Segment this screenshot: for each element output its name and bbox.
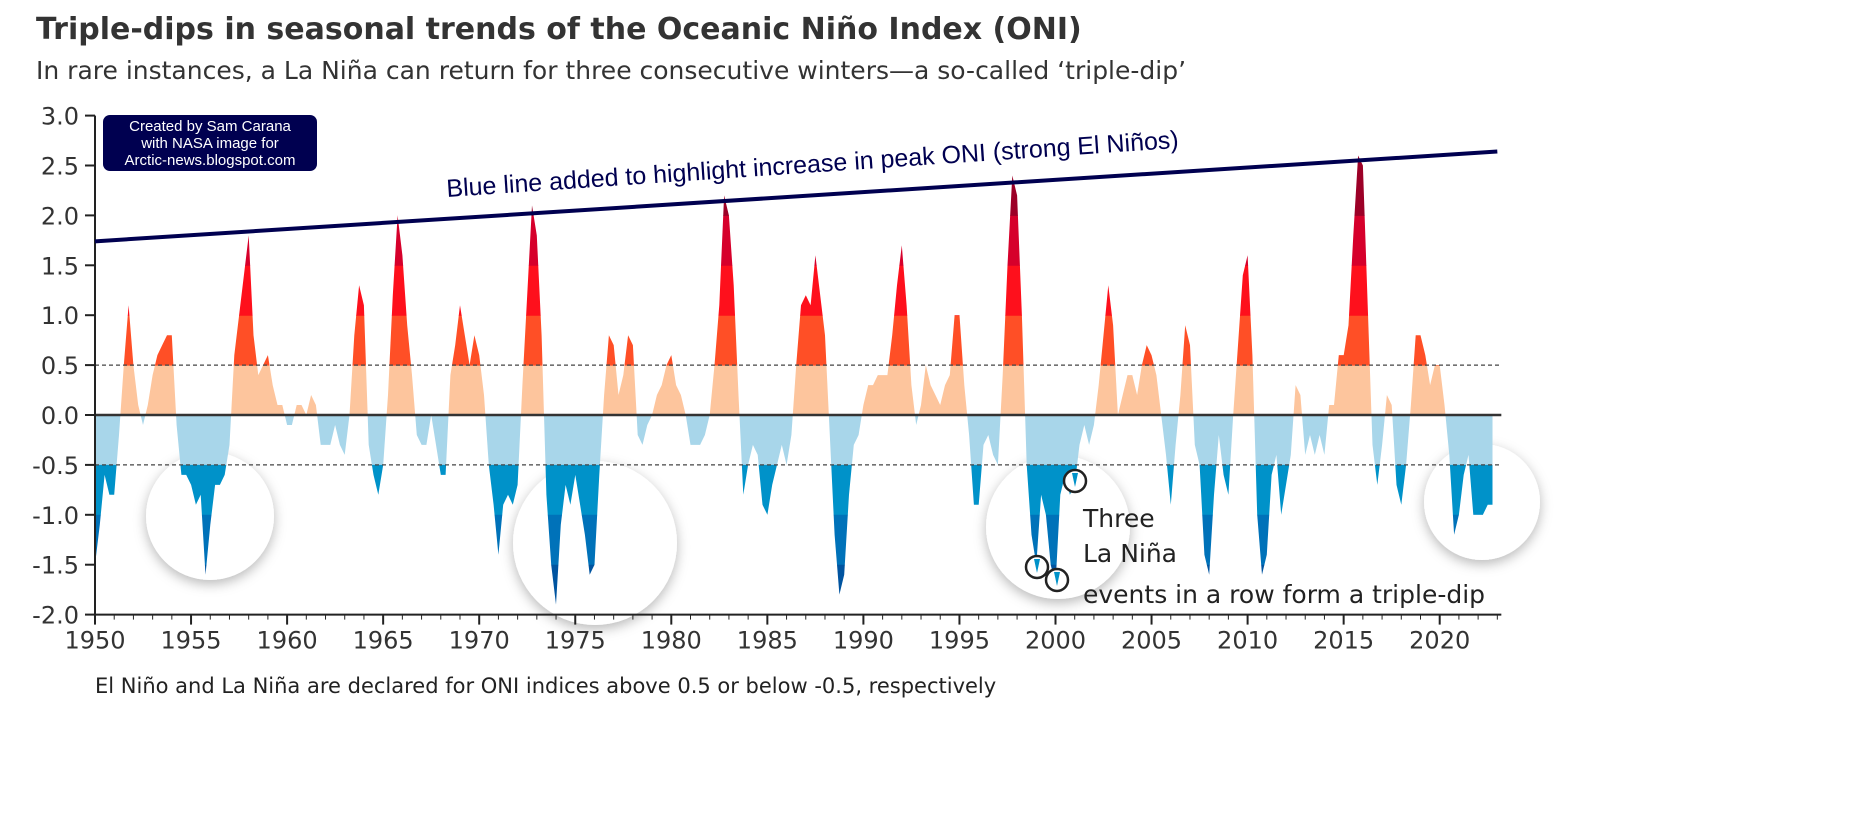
triple-dip-spike (1034, 559, 1040, 573)
watermark-line-3: Arctic-news.blogspot.com (125, 152, 296, 169)
x-tick-label: 2015 (1313, 627, 1374, 655)
x-tick-label: 2010 (1217, 627, 1278, 655)
y-tick-label: 3.0 (41, 103, 79, 131)
oni-cool-band-1 (95, 464, 1493, 516)
trend-line (94, 149, 1498, 244)
x-tick-label: 1965 (353, 627, 414, 655)
oni-area (95, 155, 1493, 605)
y-tick-label: 1.0 (41, 302, 79, 330)
y-tick-label: 0.5 (41, 352, 79, 380)
y-tick-label: 2.5 (41, 153, 79, 181)
y-tick-label: -1.5 (32, 552, 79, 580)
y-tick-label: -0.5 (32, 452, 79, 480)
watermark-box (103, 115, 317, 171)
chart-subtitle: In rare instances, a La Niña can return … (36, 56, 1187, 85)
x-tick-label: 1970 (449, 627, 510, 655)
triple-dip-spike (1072, 473, 1078, 487)
oni-warm-band-0 (95, 365, 1493, 416)
oni-warm-band-4 (397, 155, 1365, 216)
watermark-line-1: Created by Sam Carana (129, 118, 291, 135)
reference-lines (95, 364, 1502, 466)
trend-line-label: Blue line added to highlight increase in… (446, 126, 1180, 203)
oni-cool-band-0 (95, 415, 1493, 466)
x-tick-label: 1960 (257, 627, 318, 655)
annotation-line-3: events in a row form a triple-dip (1083, 580, 1485, 609)
annotation-line-2: La Niña (1083, 539, 1177, 568)
triple-dip-spike (1054, 572, 1060, 586)
x-tick-label: 1985 (737, 627, 798, 655)
x-tick-label: 1955 (161, 627, 222, 655)
footnote: El Niño and La Niña are declared for ONI… (95, 674, 997, 698)
oni-warm-band-1 (123, 315, 1440, 366)
x-tick-label: 2005 (1121, 627, 1182, 655)
oni-cool-band-2 (95, 514, 1483, 566)
annotation-line-1: Three (1082, 504, 1155, 533)
chart-title: Triple-dips in seasonal trends of the Oc… (36, 12, 1082, 47)
y-tick-label: -1.0 (32, 502, 79, 530)
x-tick-label: 1995 (929, 627, 990, 655)
x-tick-label: 1950 (64, 627, 125, 655)
oni-cool-band-3 (204, 564, 1265, 605)
x-tick-label: 1980 (641, 627, 702, 655)
y-tick-label: -2.0 (32, 602, 79, 630)
watermark-line-2: with NASA image for (140, 135, 279, 152)
x-tick-label: 1990 (833, 627, 894, 655)
y-tick-label: 0.0 (41, 402, 79, 430)
oni-warm-band-2 (127, 265, 1369, 316)
x-tick-label: 2020 (1409, 627, 1470, 655)
axes: 3.02.52.01.51.00.50.0-0.5-1.0-1.5-2.0195… (32, 103, 1502, 655)
triple-dip-markers (1024, 468, 1088, 593)
y-tick-label: 2.0 (41, 202, 79, 230)
triple-dip-annotation: Three La Niña events in a row form a tri… (1082, 504, 1485, 609)
y-tick-label: 1.5 (41, 252, 79, 280)
oni-warm-band-3 (245, 215, 1367, 266)
watermark: Created by Sam Carana with NASA image fo… (103, 115, 317, 171)
x-tick-label: 1975 (545, 627, 606, 655)
x-tick-label: 2000 (1025, 627, 1086, 655)
